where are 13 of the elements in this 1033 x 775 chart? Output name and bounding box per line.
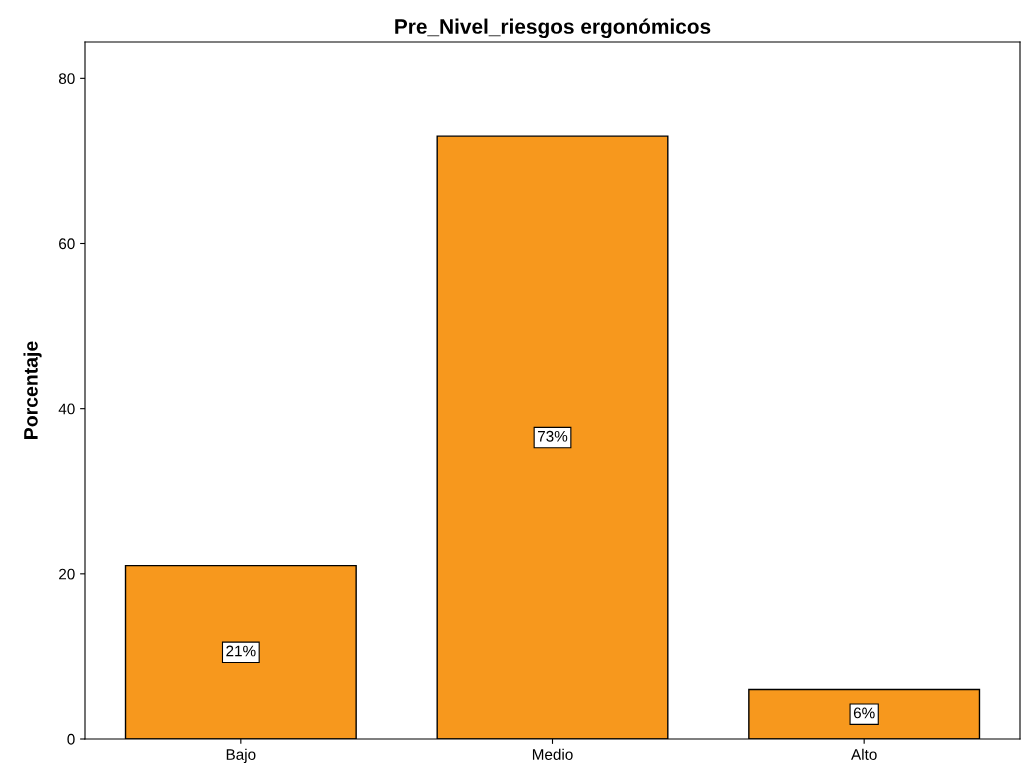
data-label: 73% — [537, 430, 568, 442]
data-label: 6% — [853, 707, 875, 719]
chart-title: Pre_Nivel_riesgos ergonómicos — [395, 18, 711, 39]
y-tick-label: 80 — [58, 73, 75, 85]
y-tick-label: 0 — [67, 733, 75, 745]
y-tick-label: 40 — [58, 403, 75, 415]
y-axis-title: Porcentaje — [23, 341, 42, 439]
data-label: 21% — [226, 645, 256, 657]
y-tick-label: 20 — [59, 568, 75, 580]
x-tick-label: Bajo — [226, 748, 256, 763]
x-tick-label: Alto — [851, 748, 877, 760]
y-tick-label: 60 — [59, 238, 75, 250]
x-tick-label: Medio — [532, 748, 573, 760]
